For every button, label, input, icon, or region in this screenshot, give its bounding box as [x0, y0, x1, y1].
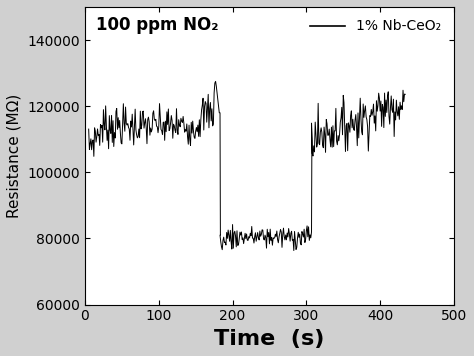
Legend: 1% Nb-CeO₂: 1% Nb-CeO₂ — [305, 14, 447, 39]
Text: 100 ppm NO₂: 100 ppm NO₂ — [96, 16, 219, 34]
Y-axis label: Resistance (MΩ): Resistance (MΩ) — [7, 94, 22, 218]
X-axis label: Time  (s): Time (s) — [214, 329, 325, 349]
